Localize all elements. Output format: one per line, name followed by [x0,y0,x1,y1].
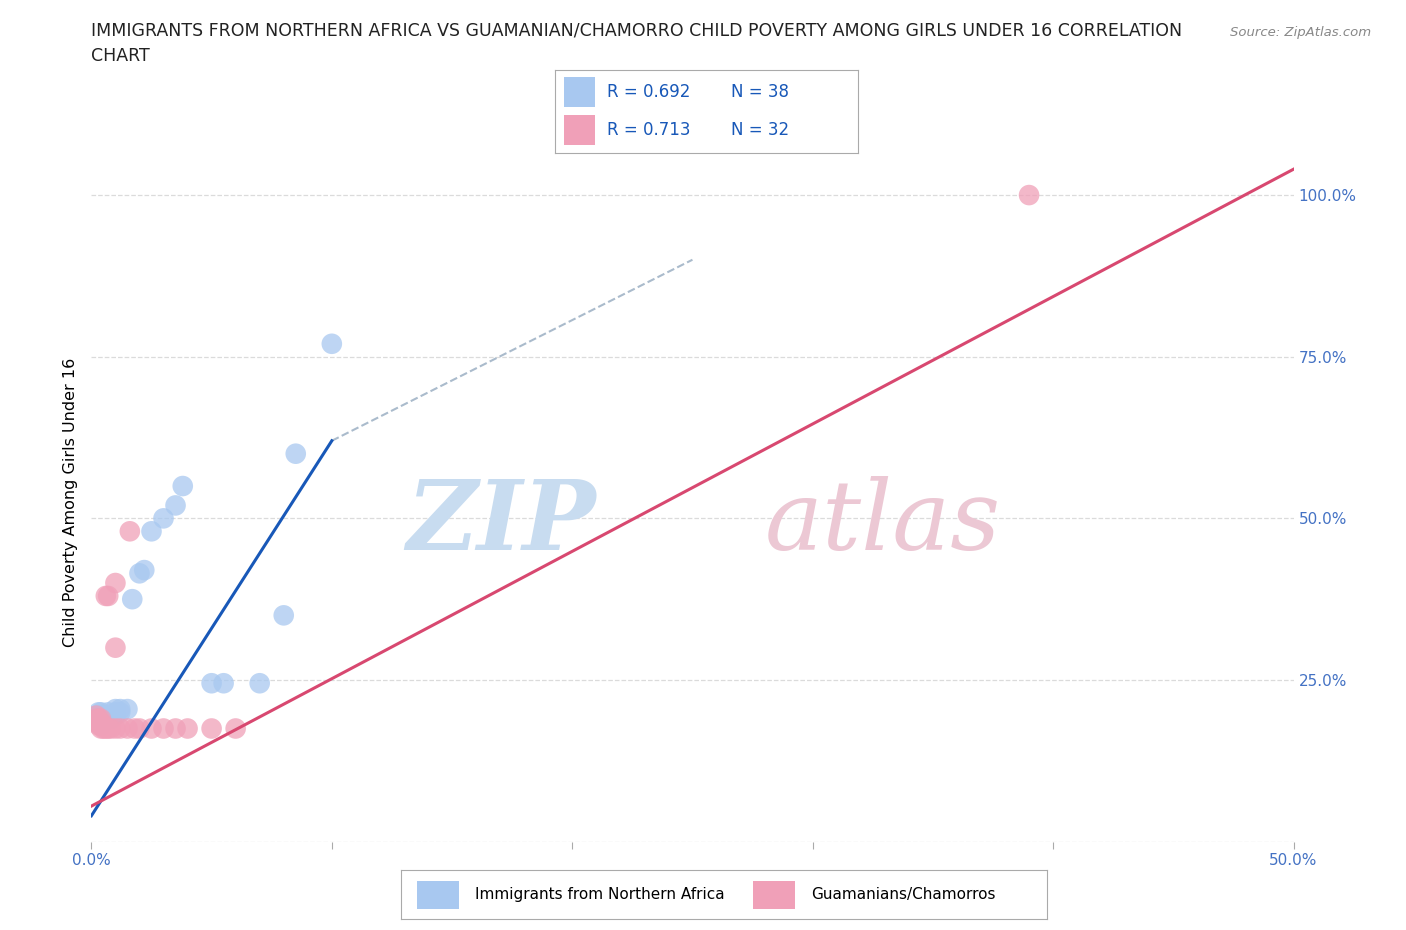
Y-axis label: Child Poverty Among Girls Under 16: Child Poverty Among Girls Under 16 [63,357,79,647]
Point [94,721,117,736]
Point [1018,188,1040,203]
Point [152,721,174,736]
Point [110,721,132,736]
Point [124,721,146,736]
Point [90,705,112,720]
Point [100,711,122,726]
Point [90,718,112,733]
Text: atlas: atlas [765,475,1001,569]
Bar [754,881,796,910]
Point [134,563,156,578]
Point [121,591,143,606]
Point [84,711,107,726]
Point [128,721,150,736]
Point [141,524,163,538]
Point [104,701,127,716]
Point [90,718,112,733]
Point [90,711,112,726]
Point [93,721,115,736]
Point [273,608,295,623]
Point [176,721,198,736]
Point [93,718,115,733]
Point [118,524,141,538]
Point [87,708,110,723]
Text: Source: ZipAtlas.com: Source: ZipAtlas.com [1230,26,1371,39]
Point [84,711,107,726]
Point [201,676,224,691]
Text: R = 0.692: R = 0.692 [607,84,690,101]
Point [284,446,307,461]
Text: CHART: CHART [91,47,150,65]
Point [117,701,139,716]
Point [90,714,112,729]
Text: Guamanians/Chamorros: Guamanians/Chamorros [811,887,995,902]
Point [110,701,132,716]
Point [117,721,139,736]
Point [212,676,235,691]
Point [90,721,112,736]
Point [94,589,117,604]
Text: ZIP: ZIP [406,475,596,569]
Bar [564,77,595,108]
Point [93,714,115,729]
Point [87,718,110,733]
Point [172,479,194,494]
Point [201,721,224,736]
Point [104,708,127,723]
Text: N = 38: N = 38 [731,84,789,101]
Point [87,705,110,720]
Point [225,721,247,736]
Point [141,721,163,736]
Point [90,708,112,723]
Point [87,714,110,729]
Point [321,337,343,352]
Point [128,565,150,580]
Bar [564,115,595,145]
Point [97,589,120,604]
Point [165,498,187,512]
Text: Immigrants from Northern Africa: Immigrants from Northern Africa [475,887,724,902]
Text: R = 0.713: R = 0.713 [607,121,690,139]
Point [97,711,120,726]
Point [87,711,110,726]
Point [87,714,110,729]
Point [104,721,127,736]
Text: N = 32: N = 32 [731,121,789,139]
Point [97,708,120,723]
Point [93,708,115,723]
Point [110,705,132,720]
Point [97,705,120,720]
Point [97,721,120,736]
Point [93,711,115,726]
Text: IMMIGRANTS FROM NORTHERN AFRICA VS GUAMANIAN/CHAMORRO CHILD POVERTY AMONG GIRLS : IMMIGRANTS FROM NORTHERN AFRICA VS GUAMA… [91,21,1182,39]
Point [87,711,110,726]
Bar [416,881,458,910]
Point [84,714,107,729]
Point [84,708,107,723]
Point [249,676,271,691]
Point [104,576,127,591]
Point [84,708,107,723]
Point [84,714,107,729]
Point [152,511,174,525]
Point [104,640,127,655]
Point [90,714,112,729]
Point [104,705,127,720]
Point [90,711,112,726]
Point [165,721,187,736]
Point [100,721,122,736]
